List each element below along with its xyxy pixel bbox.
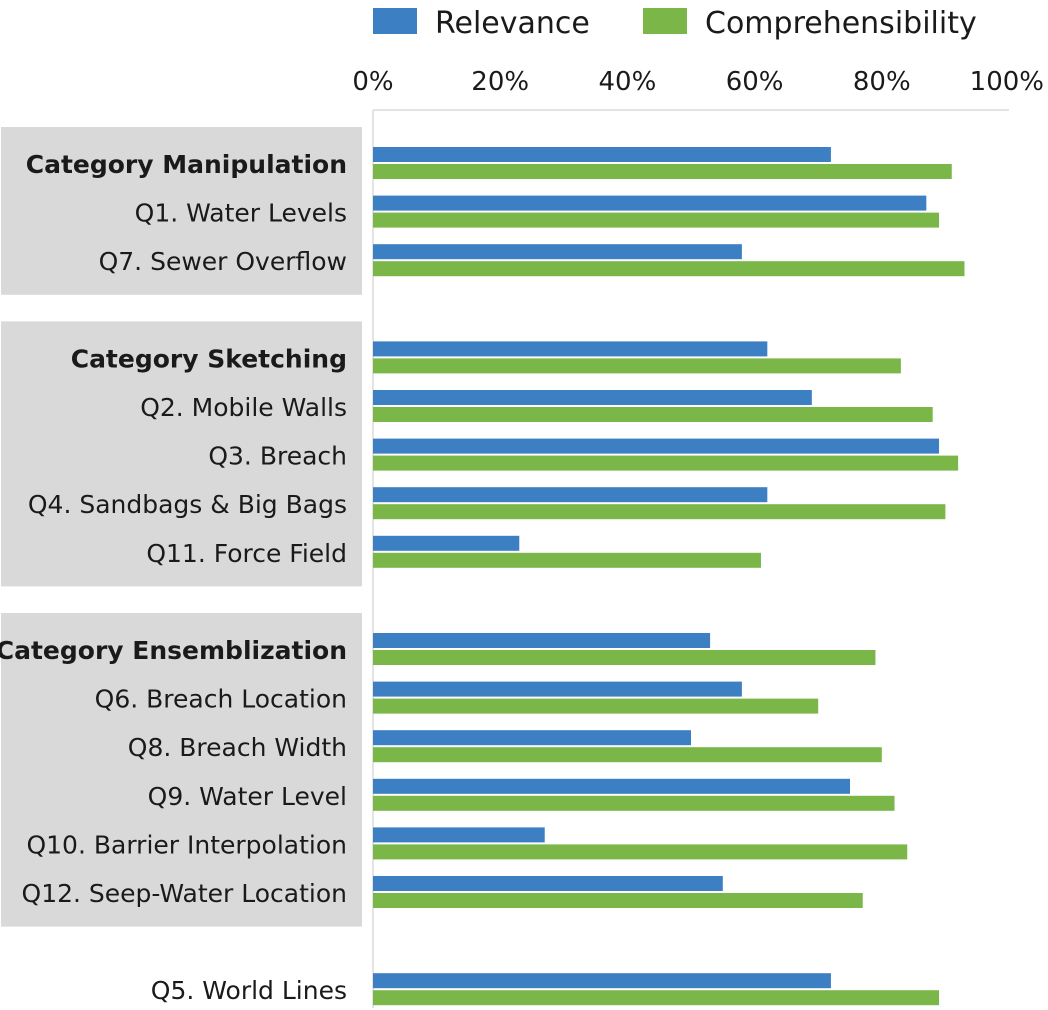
question-label: Q3. Breach — [208, 442, 347, 471]
bar-comprehensibility — [373, 212, 940, 228]
bar-comprehensibility — [373, 844, 908, 860]
bar-comprehensibility — [373, 358, 901, 374]
x-tick-label: 60% — [726, 67, 784, 97]
bar-relevance — [373, 973, 831, 989]
bar-relevance — [373, 195, 927, 211]
question-label: Q6. Breach Location — [95, 685, 347, 714]
legend-swatch-comprehensibility — [643, 8, 687, 34]
bar-comprehensibility — [373, 407, 933, 422]
bar-relevance — [373, 535, 520, 551]
x-tick-label: 100% — [970, 67, 1044, 97]
legend: Relevance Comprehensibility — [373, 6, 977, 41]
category-label: Category Manipulation — [26, 150, 347, 179]
bar-relevance — [373, 341, 768, 357]
bar-comprehensibility — [373, 698, 819, 714]
bar-relevance — [373, 681, 742, 697]
bar-relevance — [373, 633, 711, 648]
question-label: Q5. World Lines — [151, 976, 347, 1005]
bar-relevance — [373, 827, 545, 843]
bar-relevance — [373, 147, 831, 162]
question-label: Q11. Force Field — [146, 539, 347, 568]
category-bands — [1, 127, 362, 927]
question-label: Q2. Mobile Walls — [140, 393, 347, 422]
row-labels: Category Manipulation Q1. Water Levels Q7.… — [0, 150, 347, 1005]
bar-comprehensibility — [373, 261, 965, 277]
legend-label: Comprehensibility — [705, 6, 977, 41]
category-band — [1, 321, 362, 587]
bar-relevance — [373, 876, 723, 891]
category-label: Category Sketching — [71, 344, 347, 373]
question-label: Q8. Breach Width — [128, 733, 347, 762]
bar-comprehensibility — [373, 552, 761, 568]
bar-comprehensibility — [373, 504, 946, 520]
bar-comprehensibility — [373, 893, 863, 908]
bar-comprehensibility — [373, 795, 895, 811]
question-label: Q12. Seep-Water Location — [22, 879, 347, 908]
bar-relevance — [373, 244, 742, 260]
category-band — [1, 127, 362, 295]
category-label: Category Ensemblization — [0, 636, 347, 665]
bar-comprehensibility — [373, 650, 876, 665]
legend-label: Relevance — [435, 6, 590, 41]
category-band — [1, 613, 362, 927]
x-tick-label: 0% — [352, 67, 393, 97]
question-label: Q4. Sandbags & Big Bags — [28, 490, 347, 519]
bar-relevance — [373, 390, 812, 405]
bars — [373, 147, 965, 1006]
bar-relevance — [373, 778, 850, 794]
bar-comprehensibility — [373, 747, 882, 763]
question-label: Q9. Water Level — [148, 782, 347, 811]
bar-relevance — [373, 730, 691, 746]
bar-comprehensibility — [373, 990, 940, 1006]
question-label: Q10. Barrier Interpolation — [26, 830, 347, 859]
question-label: Q1. Water Levels — [135, 199, 347, 228]
legend-swatch-relevance — [373, 8, 417, 34]
bar-comprehensibility — [373, 455, 959, 471]
question-label: Q7. Sewer Overflow — [99, 247, 347, 276]
x-tick-label: 80% — [853, 67, 911, 97]
bar-relevance — [373, 487, 768, 503]
bar-relevance — [373, 438, 940, 454]
x-tick-label: 20% — [471, 67, 529, 97]
bar-comprehensibility — [373, 164, 952, 179]
x-tick-label: 40% — [599, 67, 657, 97]
